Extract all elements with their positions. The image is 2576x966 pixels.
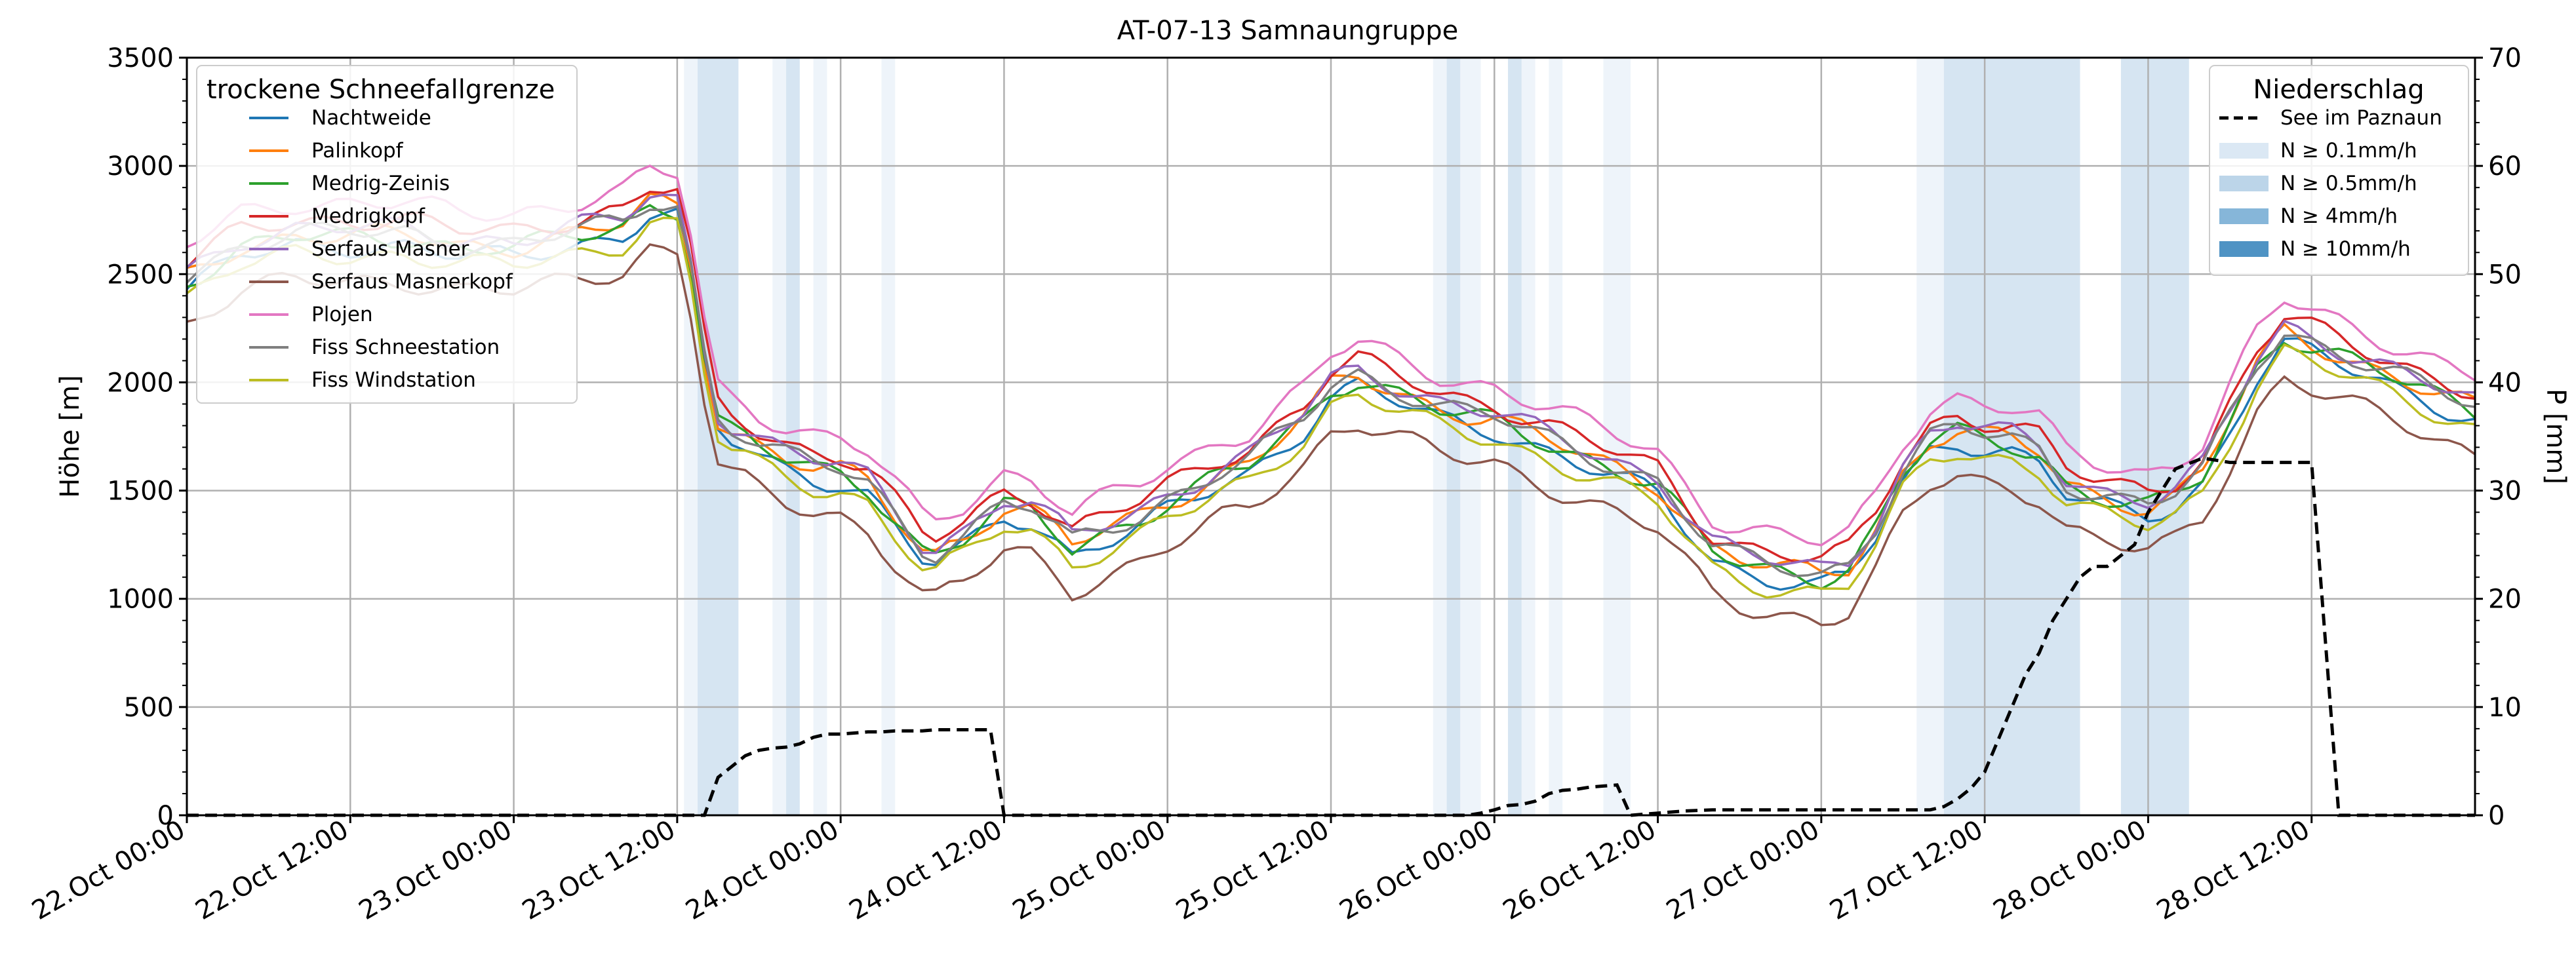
y-right-tick-label: 40 xyxy=(2488,368,2522,398)
y-right-tick-label: 20 xyxy=(2488,585,2522,615)
legend-right-swatch xyxy=(2219,176,2269,191)
y-tick-label: 0 xyxy=(157,801,174,831)
legend-left-label: Serfaus Masner xyxy=(311,237,469,261)
legend-right-label: N ≥ 10mm/h xyxy=(2280,237,2411,261)
legend-left: trockene Schneefallgrenze Nachtweide Pali… xyxy=(196,65,578,404)
y-tick-label: 2500 xyxy=(107,260,174,290)
y-tick-label: 500 xyxy=(124,693,174,723)
y-right-tick-label: 30 xyxy=(2488,476,2522,507)
precip-bands xyxy=(684,58,2189,815)
legend-left-label: Fiss Schneestation xyxy=(311,336,500,359)
precip-band xyxy=(1521,58,1536,815)
y-tick-label: 3000 xyxy=(107,151,174,182)
precip-band xyxy=(1446,58,1461,815)
y-axis-label: Höhe [m] xyxy=(55,375,85,497)
legend-left-label: Serfaus Masnerkopf xyxy=(311,270,513,294)
precip-line xyxy=(187,456,2475,817)
legend-left-label: Plojen xyxy=(311,303,373,326)
legend-left-label: Fiss Windstation xyxy=(311,368,476,392)
chart-title: AT-07-13 Samnaungruppe xyxy=(1117,16,1458,46)
precip-band xyxy=(1943,58,2080,815)
y-right-tick-label: 50 xyxy=(2488,260,2522,290)
precip-band xyxy=(1508,58,1522,815)
precip-band xyxy=(772,58,787,815)
y-tick-label: 3500 xyxy=(107,43,174,73)
legend-right-label: N ≥ 0.1mm/h xyxy=(2280,139,2417,163)
precip-band xyxy=(786,58,800,815)
legend-left-title: trockene Schneefallgrenze xyxy=(207,75,555,105)
legend-right-swatch xyxy=(2219,143,2269,159)
precip-band xyxy=(1549,58,1563,815)
y-tick-label: 1000 xyxy=(107,585,174,615)
legend-left-label: Palinkopf xyxy=(311,139,404,163)
y-axis-label-right: P [mm] xyxy=(2541,389,2571,484)
precip-band xyxy=(1433,58,1447,815)
legend-left-label: Nachtweide xyxy=(311,106,431,130)
precip-band xyxy=(684,58,698,815)
legend-right-title: Niederschlag xyxy=(2253,75,2424,105)
precip-band xyxy=(813,58,827,815)
y-tick-label: 2000 xyxy=(107,368,174,398)
legend-right-label: N ≥ 4mm/h xyxy=(2280,204,2398,228)
precip-band xyxy=(1603,58,1631,815)
precip-line-see-im-paznaun xyxy=(187,456,2475,817)
legend-right-swatch xyxy=(2219,241,2269,257)
y-right-tick-label: 10 xyxy=(2488,693,2522,723)
y-tick-label: 1500 xyxy=(107,476,174,507)
legend-left-label: Medrigkopf xyxy=(311,204,426,228)
legend-right-label: See im Paznaun xyxy=(2280,106,2442,130)
legend-left-label: Medrig-Zeinis xyxy=(311,172,450,195)
legend-right-label: N ≥ 0.5mm/h xyxy=(2280,172,2417,195)
legend-right-swatch xyxy=(2219,208,2269,224)
y-right-tick-label: 60 xyxy=(2488,151,2522,182)
legend-right: Niederschlag See im Paznaun N ≥ 0.1mm/h N … xyxy=(2209,65,2469,276)
y-right-tick-label: 0 xyxy=(2488,801,2505,831)
y-right-tick-label: 70 xyxy=(2488,43,2522,73)
precip-band xyxy=(881,58,896,815)
precip-band xyxy=(2120,58,2189,815)
